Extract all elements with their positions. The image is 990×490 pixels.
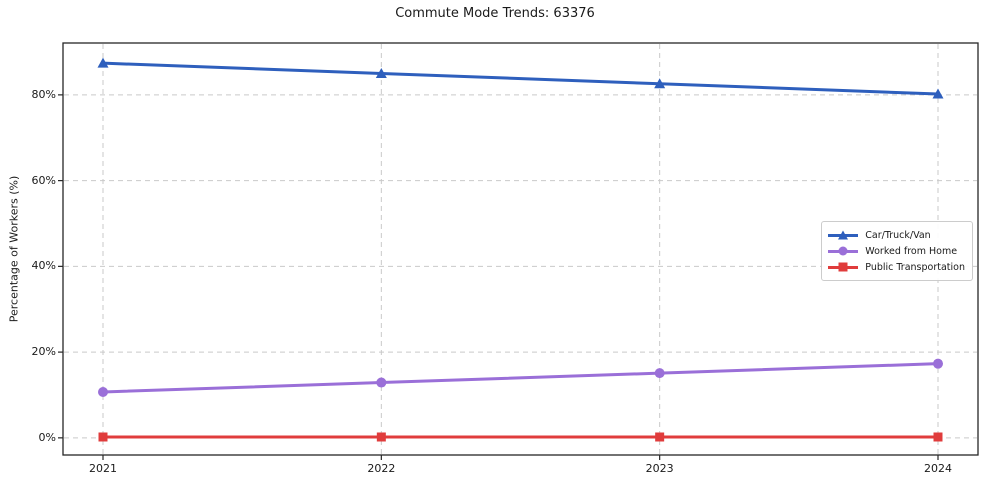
marker-public-transportation-2021 [98,432,108,442]
marker-worked-from-home-2021 [98,386,108,397]
legend-sample-line [828,246,859,257]
chart-title: Commute Mode Trends: 63376 [395,6,595,21]
legend-sample-line [828,230,859,241]
marker-worked-from-home-2022 [376,377,387,388]
y-tick-label-40%: 40% [31,259,56,273]
series-line-car-truck-van [101,61,940,96]
x-tick-label-2021: 2021 [89,462,117,475]
legend: Car/Truck/Van Worked from Home Public Tran… [821,221,973,281]
marker-public-transportation-2022 [376,432,386,442]
triangle-marker-icon [838,230,849,240]
legend-label: Public Transportation [865,261,965,273]
marker-car-truck-van-2021 [97,57,109,68]
marker-worked-from-home-2024 [933,358,943,369]
legend-sample-line [828,262,859,273]
legend-label: Car/Truck/Van [865,229,931,241]
marker-public-transportation-2024 [933,432,943,442]
series-line-worked-from-home [101,362,940,394]
y-tick-label-20%: 20% [31,345,56,359]
legend-label: Worked from Home [865,245,958,257]
marker-public-transportation-2023 [655,432,665,442]
marker-car-truck-van-2022 [375,67,387,78]
y-tick-label-0%: 0% [38,430,56,444]
legend-item-worked-from-home: Worked from Home [828,243,965,259]
y-tick-label-80%: 80% [31,87,56,101]
square-marker-icon [838,262,848,272]
marker-car-truck-van-2024 [932,88,944,99]
x-tick-label-2023: 2023 [645,462,674,475]
legend-item-car-truck-van: Car/Truck/Van [828,227,965,243]
x-tick-label-2024: 2024 [924,462,952,475]
marker-worked-from-home-2023 [654,368,665,379]
plot-border [62,42,979,456]
marker-car-truck-van-2023 [654,78,666,89]
x-tick-label-2022: 2022 [367,462,396,475]
y-tick-label-60%: 60% [31,173,56,187]
legend-item-public-transportation: Public Transportation [828,259,965,275]
circle-marker-icon [838,246,848,256]
